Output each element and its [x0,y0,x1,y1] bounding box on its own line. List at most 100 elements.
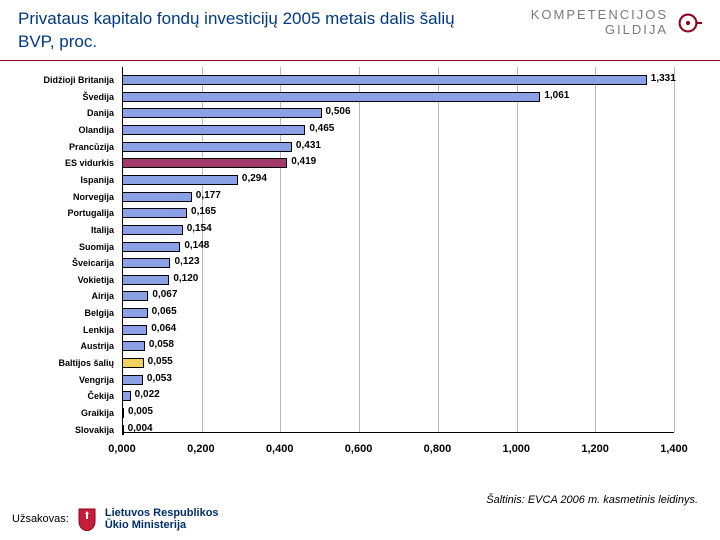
bar-row: ES vidurkis 0,419 [18,155,702,172]
y-axis-label: Portugalija [18,208,118,218]
y-axis-label: Graikija [18,408,118,418]
y-axis-label: Vengrija [18,375,118,385]
bar-row: Danija 0,506 [18,105,702,122]
x-tick-label: 0,000 [108,443,136,455]
ministry-line2: Ūkio Ministerija [105,519,219,532]
y-axis-label: Norvegija [18,192,118,202]
bar-value-label: 0,506 [326,106,351,117]
bar-row: Didžioji Britanija 1,331 [18,72,702,89]
page-title: Privataus kapitalo fondų investicijų 200… [18,8,458,54]
bar-value-label: 0,431 [296,140,321,151]
bar-value-label: 0,065 [152,306,177,317]
bar-row: Švedija 1,061 [18,89,702,106]
bar [122,75,647,85]
bar-value-label: 1,331 [651,73,676,84]
header-rule [0,60,720,61]
x-tick-label: 0,200 [187,443,215,455]
target-icon [674,9,702,37]
bar-value-label: 0,058 [149,339,174,350]
bar-value-label: 0,165 [191,206,216,217]
bar-row: Belgija 0,065 [18,305,702,322]
bar-chart: 0,000 0,200 0,400 0,600 0,800 1,000 1,200 1,400… [18,67,702,457]
y-axis-label: Belgija [18,308,118,318]
bar-row: Vengrija0,053 [18,371,702,388]
bar-value-label: 0,465 [309,123,334,134]
bar [122,408,124,418]
y-axis-label: Čekija [18,391,118,401]
bar-value-label: 1,061 [544,90,569,101]
y-axis-label: Suomija [18,242,118,252]
bar [122,325,147,335]
x-tick-label: 0,600 [345,443,373,455]
bar [122,425,124,435]
bar [122,258,170,268]
y-axis-label: Olandija [18,125,118,135]
bar-value-label: 0,148 [184,240,209,251]
bar-row: Prancūzija 0,431 [18,138,702,155]
ministry-line1: Lietuvos Respublikos [105,507,219,520]
y-axis-label: Austrija [18,341,118,351]
brand-line2: GILDIJA [531,23,668,38]
bar [122,308,148,318]
bar-value-label: 0,294 [242,173,267,184]
bar [122,142,292,152]
y-axis-label: Prancūzija [18,142,118,152]
bar [122,242,180,252]
bar-row: Graikija0,005 [18,405,702,422]
bar [122,125,305,135]
y-axis-label: Švedija [18,92,118,102]
bar-value-label: 0,419 [291,156,316,167]
y-axis-label: Baltijos šalių [18,358,118,368]
bar [122,291,148,301]
bar-row: Čekija 0,022 [18,388,702,405]
y-axis-label: Airija [18,291,118,301]
bar-value-label: 0,154 [187,223,212,234]
bar-value-label: 0,067 [152,289,177,300]
bar [122,275,169,285]
brand-line1: KOMPETENCIJOS [531,8,668,23]
bar-row: Baltijos šalių 0,055 [18,355,702,372]
bar-row: Lenkija0,064 [18,321,702,338]
y-axis-label: Vokietija [18,275,118,285]
bar [122,391,131,401]
y-axis-label: Ispanija [18,175,118,185]
x-tick-label: 0,800 [424,443,452,455]
client-label: Užsakovas: [12,513,69,525]
bar [122,108,322,118]
x-tick-label: 1,200 [581,443,609,455]
bar [122,341,145,351]
footer: Užsakovas: Lietuvos Respublikos Ūkio Min… [12,507,219,532]
bar-value-label: 0,055 [148,356,173,367]
x-tick-label: 0,400 [266,443,294,455]
header: Privataus kapitalo fondų investicijų 200… [0,0,720,58]
x-tick-label: 1,400 [660,443,688,455]
bar-value-label: 0,022 [135,389,160,400]
bar-row: Italija 0,154 [18,222,702,239]
y-axis-label: Didžioji Britanija [18,75,118,85]
bar-value-label: 0,004 [128,423,153,434]
x-tick-label: 1,000 [503,443,531,455]
bar-row: Olandija 0,465 [18,122,702,139]
bar [122,192,192,202]
bar [122,92,540,102]
bar-row: Airija 0,067 [18,288,702,305]
brand-block: KOMPETENCIJOS GILDIJA [531,8,702,38]
coat-of-arms-icon [77,507,97,531]
source-citation: Šaltinis: EVCA 2006 m. kasmetinis leidin… [486,494,698,506]
y-axis-label: Danija [18,108,118,118]
y-axis-label: Italija [18,225,118,235]
bar [122,208,187,218]
bar-value-label: 0,177 [196,190,221,201]
y-axis-label: ES vidurkis [18,158,118,168]
bar [122,225,183,235]
bar [122,375,143,385]
y-axis-label: Lenkija [18,325,118,335]
bar-row: Austrija 0,058 [18,338,702,355]
bar-row: Ispanija 0,294 [18,172,702,189]
bar [122,158,287,168]
bar-row: Norvegija 0,177 [18,188,702,205]
bar-value-label: 0,123 [174,256,199,267]
x-axis-ticks: 0,0000,2000,4000,6000,8001,0001,2001,400 [122,435,674,455]
bar-row: Vokietija0,120 [18,272,702,289]
y-axis-label: Slovakija [18,425,118,435]
